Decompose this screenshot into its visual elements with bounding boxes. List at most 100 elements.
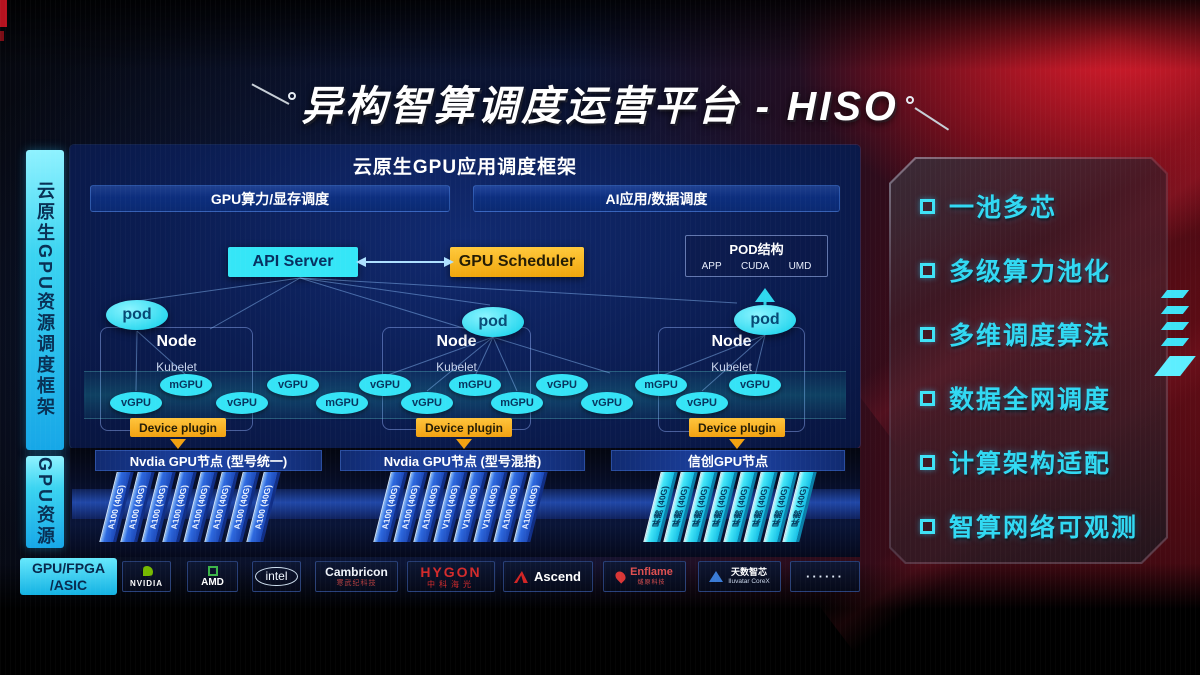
square-bullet-icon (920, 390, 935, 406)
compute-scheduling-bar: GPU算力/显存调度 (90, 185, 450, 212)
more-vendors-dots: ······ (806, 569, 844, 584)
feature-item: 计算架构适配 (920, 448, 1138, 478)
square-bullet-icon (920, 198, 935, 214)
vendor-more: ······ (790, 561, 860, 592)
node-box-2: Node Kubelet (382, 327, 531, 430)
chip-types-line1: GPU/FPGA (31, 560, 106, 577)
left-rail-framework-label: 云原生GPU资源调度框架 (35, 181, 55, 419)
pod-ellipse-1: pod (106, 300, 168, 330)
gpu-unit: vGPU (676, 392, 728, 414)
amd-logo-icon (207, 565, 218, 576)
pod-ellipse-3: pod (734, 305, 796, 335)
gpu-unit: vGPU (359, 374, 411, 396)
gpu-group-label-3: 信创GPU节点 (611, 450, 845, 471)
vendor-name: 天数智芯 (730, 566, 767, 577)
features-panel-border (889, 157, 1168, 564)
chip-types-line2: /ASIC (49, 576, 88, 593)
vendor-subtitle: 中科海光 (427, 579, 475, 589)
feature-item: 多级算力池化 (920, 256, 1138, 286)
kubelet-label: Kubelet (711, 360, 752, 374)
connection-lines (135, 257, 775, 392)
corner-red-accent (0, 31, 4, 41)
down-arrow-icon (729, 439, 745, 449)
vendor-iluvatar: 天数智芯 Iluvatar CoreX (698, 561, 781, 592)
feature-label: 数据全网调度 (949, 386, 1112, 414)
feature-label: 多级算力池化 (949, 258, 1112, 286)
device-plugin-2: Device plugin (416, 418, 512, 437)
gpu-unit: vGPU (216, 392, 268, 414)
vendor-subtitle: 寒武纪科技 (336, 580, 377, 587)
api-server-box: API Server (228, 247, 358, 277)
gpu-unit: mGPU (491, 392, 543, 414)
feature-label: 智算网络可观测 (949, 514, 1139, 542)
square-bullet-icon (920, 454, 935, 470)
vendor-name: Enflame (630, 566, 673, 578)
features-list: 一池多芯 多级算力池化 多维调度算法 数据全网调度 计算架构适配 智算网络可观测 (920, 192, 1138, 542)
feature-item: 多维调度算法 (920, 320, 1138, 350)
hatch-stripe-icon (1160, 306, 1190, 314)
kubelet-label: Kubelet (383, 360, 530, 374)
gpu-unit: mGPU (160, 374, 212, 396)
intel-logo: intel (255, 567, 298, 586)
node-title: Node (436, 333, 477, 350)
feature-item: 智算网络可观测 (920, 512, 1138, 542)
pod-structure-box: POD结构 APP CUDA UMD (685, 235, 828, 277)
node-title: Node (156, 333, 197, 350)
gpu-unit: vGPU (536, 374, 588, 396)
corner-red-accent (0, 0, 7, 27)
gpu-group-label-2: Nvdia GPU节点 (型号混搭) (340, 450, 585, 471)
square-bullet-icon (920, 326, 935, 342)
gpu-unit: mGPU (449, 374, 501, 396)
device-plugin-3: Device plugin (689, 418, 785, 437)
hatch-stripe-icon (1160, 338, 1190, 346)
kubelet-label: Kubelet (101, 360, 252, 374)
pod-structure-item: APP (701, 261, 722, 272)
vendor-name: AMD (201, 576, 224, 588)
pod-ellipse-2: pod (462, 307, 524, 337)
vendor-cambricon: Cambricon 寒武纪科技 (315, 561, 398, 592)
vendor-name: Cambricon (325, 565, 388, 579)
device-plugin-1: Device plugin (130, 418, 226, 437)
scheduler-panel: 云原生GPU应用调度框架 GPU算力/显存调度 AI应用/数据调度 API Se… (70, 145, 860, 449)
gpu-unit: mGPU (316, 392, 368, 414)
vendor-amd: AMD (187, 561, 238, 592)
pod-structure-title: POD结构 (729, 242, 784, 257)
gpu-unit: vGPU (729, 374, 781, 396)
features-panel (891, 159, 1166, 562)
node-title: Node (711, 333, 752, 350)
feature-item: 数据全网调度 (920, 384, 1138, 414)
vendor-subtitle: 燧原科技 (637, 580, 666, 586)
enflame-logo-icon (613, 569, 628, 584)
gpu-unit: vGPU (110, 392, 162, 414)
chip-types-box: GPU/FPGA /ASIC (20, 558, 117, 595)
vendor-name: NVIDIA (129, 578, 164, 588)
pod-structure-item: UMD (788, 261, 812, 272)
vendor-subtitle: Iluvatar CoreX (728, 577, 770, 585)
vendor-intel: intel (252, 561, 301, 592)
gpu-unit: vGPU (581, 392, 633, 414)
circuit-node-icon (906, 96, 914, 104)
down-arrow-icon (456, 439, 472, 449)
vendor-enflame: Enflame 燧原科技 (603, 561, 686, 592)
circuit-node-icon (288, 92, 296, 100)
ai-data-scheduling-bar: AI应用/数据调度 (473, 185, 840, 212)
feature-label: 多维调度算法 (949, 322, 1112, 350)
feature-item: 一池多芯 (920, 192, 1138, 222)
vendor-hygon: HYGON 中科海光 (407, 561, 495, 592)
down-arrow-icon (170, 439, 186, 449)
iluvatar-logo-icon (709, 571, 724, 582)
square-bullet-icon (920, 518, 935, 534)
gpu-unit: mGPU (635, 374, 687, 396)
vendor-nvidia: NVIDIA (122, 561, 171, 592)
left-rail-resource-bar: GPU资源 (26, 456, 64, 548)
hatch-stripe-icon (1160, 290, 1190, 298)
page-title: 异构智算调度运营平台 - HISO (301, 83, 899, 129)
square-bullet-icon (920, 262, 935, 278)
feature-label: 一池多芯 (949, 194, 1058, 222)
gpu-unit: vGPU (401, 392, 453, 414)
panel-header: 云原生GPU应用调度框架 (352, 157, 578, 178)
gpu-group-label-1: Nvdia GPU节点 (型号统一) (95, 450, 322, 471)
vendor-name: Ascend (534, 569, 581, 584)
ascend-logo-icon (514, 571, 530, 583)
